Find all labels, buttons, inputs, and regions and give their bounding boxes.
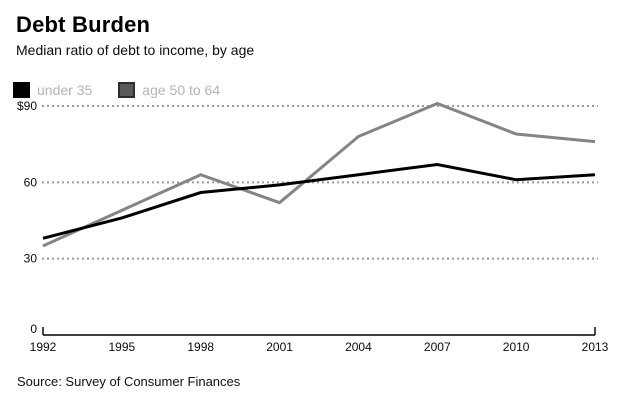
source-note: Source: Survey of Consumer Finances (17, 374, 241, 389)
x-tick-label-2001: 2001 (266, 340, 293, 354)
y-tick-label-90: $90 (17, 99, 37, 113)
y-tick-label-0: 0 (30, 322, 37, 336)
x-tick-label-1992: 1992 (30, 340, 57, 354)
series-line-age-50-to-64 (42, 101, 596, 248)
legend-swatch-age-50-64 (118, 82, 136, 98)
y-tick-label-30: 30 (24, 252, 38, 266)
legend-swatch-under-35 (13, 82, 30, 98)
legend-item-age-50-64: age 50 to 64 (118, 82, 220, 98)
chart-title: Debt Burden (16, 12, 151, 37)
x-tick-label-2007: 2007 (424, 340, 451, 354)
legend-item-under-35: under 35 (13, 82, 92, 98)
x-tick-label-1995: 1995 (109, 340, 136, 354)
x-tick-label-1998: 1998 (187, 340, 214, 354)
chart-legend: under 35 age 50 to 64 (13, 82, 220, 98)
x-tick-label-2013: 2013 (582, 340, 609, 354)
legend-label-under-35: under 35 (37, 82, 93, 98)
x-tick-label-2010: 2010 (503, 340, 530, 354)
chart-subtitle: Median ratio of debt to income, by age (16, 42, 255, 58)
series-line-under-35 (42, 163, 596, 240)
legend-label-age-50-64: age 50 to 64 (142, 82, 221, 98)
x-tick-label-2004: 2004 (345, 340, 372, 354)
y-tick-label-60: 60 (24, 175, 38, 189)
